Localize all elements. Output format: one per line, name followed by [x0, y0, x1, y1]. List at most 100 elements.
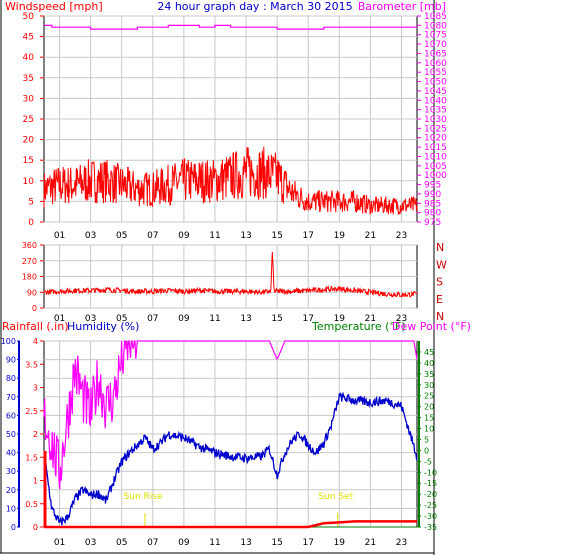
barometer-tick-label: 995 [424, 181, 441, 191]
barometer-tick-label: 1000 [424, 171, 447, 181]
humidity-panel-x-tick-label: 21 [365, 538, 376, 548]
wind-panel-x-tick-label: 13 [240, 231, 251, 241]
compass-label: W [436, 258, 447, 271]
temperature-axis-label: Temperature (°F) [311, 320, 406, 333]
humidity-panel-x-tick-label: 23 [396, 538, 407, 548]
barometer-tick-label: 1030 [424, 115, 447, 125]
barometer-tick-label: 975 [424, 218, 441, 228]
barometer-tick-label: 1060 [424, 59, 447, 69]
windspeed-line [43, 146, 418, 215]
windspeed-tick-label: 5 [28, 197, 34, 207]
barometer-tick-label: 1005 [424, 162, 447, 172]
grid-layer [43, 15, 418, 528]
dewpoint-axis-label: Dew Point (°F) [392, 320, 471, 333]
humidity-tick-label: 30 [6, 467, 16, 476]
humidity-panel-x-tick-label: 19 [334, 538, 346, 548]
barometer-tick-label: 990 [424, 190, 441, 200]
humidity-tick-label: 100 [1, 337, 16, 346]
wind-direction-line [43, 251, 418, 299]
humidity-panel-x-tick-label: 15 [271, 538, 282, 548]
humidity-panel-x-tick-label: 03 [85, 538, 96, 548]
temperature-tick-label: 45 [424, 348, 434, 357]
direction-tick-label: 180 [22, 273, 37, 282]
barometer-tick-label: 1025 [424, 124, 447, 134]
temperature-tick-label: -20 [424, 490, 437, 499]
wind-panel-x-tick-label: 15 [271, 231, 282, 241]
barometer-line [44, 24, 417, 30]
windspeed-tick-label: 50 [23, 12, 35, 22]
temperature-tick-label: 20 [424, 403, 434, 412]
humidity-tick-label: 70 [6, 393, 16, 402]
rainfall-tick-label: 0.5 [25, 500, 38, 509]
windspeed-tick-label: 10 [23, 177, 35, 187]
direction-panel-x-tick-label: 03 [85, 314, 96, 324]
temperature-tick-label: -25 [424, 501, 437, 510]
wind-panel-x-tick-label: 09 [178, 231, 190, 241]
direction-panel-x-tick-label: 05 [116, 314, 127, 324]
temperature-tick-label: 0 [424, 446, 429, 455]
barometer-tick-label: 1085 [424, 12, 447, 22]
barometer-tick-label: 980 [424, 209, 441, 219]
direction-panel-x-tick-label: 17 [302, 314, 313, 324]
barometer-tick-label: 1020 [424, 134, 447, 144]
windspeed-tick-label: 15 [23, 156, 34, 166]
wind-panel-x-tick-label: 23 [396, 231, 407, 241]
temperature-tick-label: -10 [424, 468, 437, 477]
windspeed-tick-label: 0 [28, 218, 34, 228]
humidity-tick-label: 50 [6, 430, 16, 439]
compass-label: N [436, 241, 444, 254]
compass-label: E [436, 293, 443, 306]
temperature-tick-label: 30 [424, 381, 434, 390]
rainfall-tick-label: 2.5 [25, 407, 38, 416]
wind-panel-x-tick-label: 17 [302, 231, 313, 241]
humidity-panel-x-tick-label: 13 [240, 538, 251, 548]
windspeed-tick-label: 45 [23, 33, 34, 43]
windspeed-tick-label: 35 [23, 74, 34, 84]
barometer-tick-label: 1010 [424, 152, 447, 162]
axes-layer: 0510152025303540455097598098599099510001… [1, 12, 447, 548]
direction-panel-x-tick-label: 11 [209, 314, 220, 324]
wind-panel-x-tick-label: 03 [85, 231, 96, 241]
humidity-panel-x-tick-label: 17 [302, 538, 313, 548]
temperature-tick-label: -5 [424, 457, 432, 466]
temperature-tick-label: 10 [424, 425, 434, 434]
rainfall-axis-label: Rainfall (.in) [2, 320, 69, 333]
barometer-tick-label: 1035 [424, 106, 447, 116]
rainfall-tick-label: 3 [33, 384, 38, 393]
dewpoint-line [43, 340, 418, 490]
temperature-tick-label: 35 [424, 370, 434, 379]
humidity-tick-label: 90 [6, 356, 16, 365]
barometer-tick-label: 1045 [424, 87, 447, 97]
rainfall-tick-label: 4 [33, 337, 38, 346]
rainfall-tick-label: 0 [33, 523, 38, 532]
direction-tick-label: 90 [27, 288, 37, 297]
humidity-panel-x-tick-label: 11 [209, 538, 220, 548]
direction-panel-x-tick-label: 19 [334, 314, 346, 324]
rainfall-tick-label: 1.5 [25, 453, 38, 462]
barometer-tick-label: 985 [424, 199, 441, 209]
humidity-tick-label: 40 [6, 449, 16, 458]
compass-label: N [436, 310, 444, 323]
direction-panel-x-tick-label: 13 [240, 314, 251, 324]
chart-title: 24 hour graph day : March 30 2015 [157, 0, 352, 13]
humidity-tick-label: 80 [6, 374, 16, 383]
windspeed-tick-label: 20 [23, 136, 35, 146]
wind-panel-x-tick-label: 11 [209, 231, 220, 241]
rainfall-line [44, 520, 417, 529]
temperature-tick-label: 25 [424, 392, 434, 401]
wind-panel-x-tick-label: 19 [334, 231, 346, 241]
barometer-tick-label: 1050 [424, 78, 447, 88]
sunset-label: Sun Set [318, 492, 353, 502]
direction-tick-label: 270 [22, 257, 37, 266]
windspeed-tick-label: 25 [23, 115, 34, 125]
direction-tick-label: 0 [32, 304, 37, 313]
compass-label: S [436, 276, 443, 289]
barometer-tick-label: 1075 [424, 31, 447, 41]
wind-panel-x-tick-label: 21 [365, 231, 376, 241]
temperature-tick-label: 40 [424, 359, 434, 368]
direction-panel-x-tick-label: 07 [147, 314, 158, 324]
windspeed-axis-label: Windspeed [mph] [5, 0, 103, 13]
humidity-tick-label: 60 [6, 411, 16, 420]
rainfall-tick-label: 3.5 [25, 360, 38, 369]
